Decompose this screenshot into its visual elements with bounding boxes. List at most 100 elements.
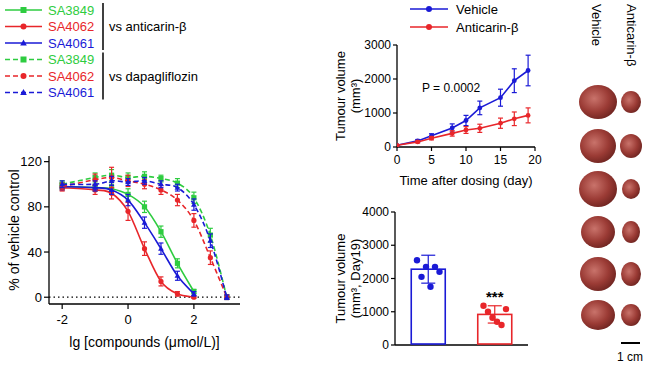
- tumour: [579, 171, 617, 207]
- dose-response-chart: -20204080120lg [compounds (μmol/L)]% of …: [5, 3, 240, 351]
- error-bar: [498, 89, 503, 106]
- error-cap: [464, 125, 469, 126]
- data-point: [429, 136, 434, 141]
- error-cap: [60, 189, 65, 190]
- error-cap: [175, 258, 180, 259]
- x-tick: [62, 304, 63, 309]
- column-label: Anticarin-β: [624, 4, 639, 66]
- data-point: [477, 126, 482, 131]
- error-cap: [93, 190, 98, 191]
- y-axis-title: % of vehicle control: [6, 169, 22, 290]
- error-cap: [109, 194, 114, 195]
- legend-bracket: [102, 53, 104, 100]
- legend-marker: [426, 6, 432, 12]
- data-point: [464, 118, 469, 123]
- error-bar: [126, 175, 131, 186]
- x-tick-label: 2: [190, 312, 197, 327]
- error-line: [111, 167, 112, 187]
- error-bar: [175, 194, 180, 205]
- tumour: [622, 221, 640, 243]
- error-bar: [126, 194, 131, 205]
- error-cap: [450, 123, 455, 124]
- error-bar: [464, 127, 469, 134]
- data-point: [224, 295, 229, 300]
- legend-group-label: vs dapagliflozin: [109, 69, 198, 84]
- data-point: [175, 185, 181, 190]
- error-bar: [224, 295, 229, 300]
- legend: SA3849SA4062SA4061SA3849SA4062SA4061vs a…: [5, 3, 198, 101]
- error-cap: [60, 187, 65, 188]
- error-bar: [450, 131, 455, 136]
- error-cap: [498, 89, 503, 90]
- x-tick-label: 15: [494, 153, 508, 167]
- y-axis: [396, 45, 397, 147]
- error-cap: [60, 187, 65, 188]
- error-cap: [142, 241, 147, 242]
- error-cap: [477, 114, 482, 115]
- data-point: [175, 273, 181, 278]
- tumour: [620, 134, 642, 158]
- data-point: [175, 261, 180, 266]
- fit-curve: [62, 181, 227, 297]
- legend-marker: [21, 24, 27, 30]
- y-tick: [391, 344, 395, 345]
- fit-curve: [62, 188, 194, 298]
- y-axis-title: Tumour volume: [333, 234, 348, 324]
- data-point: [526, 68, 531, 73]
- error-cap: [158, 242, 163, 243]
- reference-line: [49, 297, 240, 298]
- x-tick-label: -2: [56, 312, 68, 327]
- y-tick-label: 0: [382, 338, 389, 352]
- data-point: [142, 246, 147, 251]
- legend-text: SA4061: [48, 36, 94, 51]
- error-bar: [498, 118, 503, 128]
- y-tick-label: 80: [28, 199, 42, 214]
- data-point: [224, 294, 230, 299]
- data-point: [191, 201, 197, 206]
- data-point: [498, 95, 503, 100]
- error-cap: [191, 213, 196, 214]
- error-cap: [142, 216, 147, 217]
- error-cap: [175, 267, 180, 268]
- data-point: [158, 279, 163, 284]
- error-bar: [175, 271, 180, 280]
- x-tick-label: 10: [459, 153, 473, 167]
- error-cap: [109, 187, 114, 188]
- error-cap: [477, 124, 482, 125]
- tumour: [580, 129, 616, 163]
- data-point: [477, 106, 482, 111]
- error-bar: [142, 217, 147, 228]
- data-point: [498, 322, 504, 328]
- error-cap: [488, 305, 502, 306]
- error-bar: [142, 177, 147, 184]
- plot-area: [397, 55, 531, 147]
- error-cap: [191, 198, 196, 199]
- y-tick: [393, 44, 397, 45]
- error-bar: [158, 277, 163, 286]
- p-value: P = 0.0002: [422, 81, 480, 95]
- error-cap: [175, 205, 180, 206]
- error-bar: [158, 243, 163, 254]
- legend-text: Anticarin-β: [456, 20, 518, 35]
- error-bar: [142, 242, 147, 256]
- error-cap: [158, 175, 163, 176]
- legend: VehicleAnticarin-β: [410, 2, 518, 35]
- y-tick-label: 3000: [364, 38, 391, 52]
- y-tick: [44, 161, 49, 162]
- data-point: [109, 187, 115, 192]
- error-bar: [450, 124, 455, 132]
- error-bar: [60, 181, 65, 188]
- y-tick-label: 120: [20, 154, 42, 169]
- data-point: [59, 181, 65, 186]
- y-tick-label: 4000: [362, 205, 389, 219]
- column-label: Vehicle: [589, 4, 604, 46]
- error-bar: [175, 184, 180, 191]
- data-point: [414, 257, 420, 263]
- error-cap: [93, 173, 98, 174]
- error-bar: [477, 124, 482, 132]
- data-point: [125, 179, 131, 184]
- x-tick: [500, 147, 501, 151]
- bar-chart: 01000200030004000Tumour volume(mm³, Day1…: [333, 205, 529, 352]
- significance: ***: [486, 288, 504, 305]
- tumour: [621, 91, 641, 113]
